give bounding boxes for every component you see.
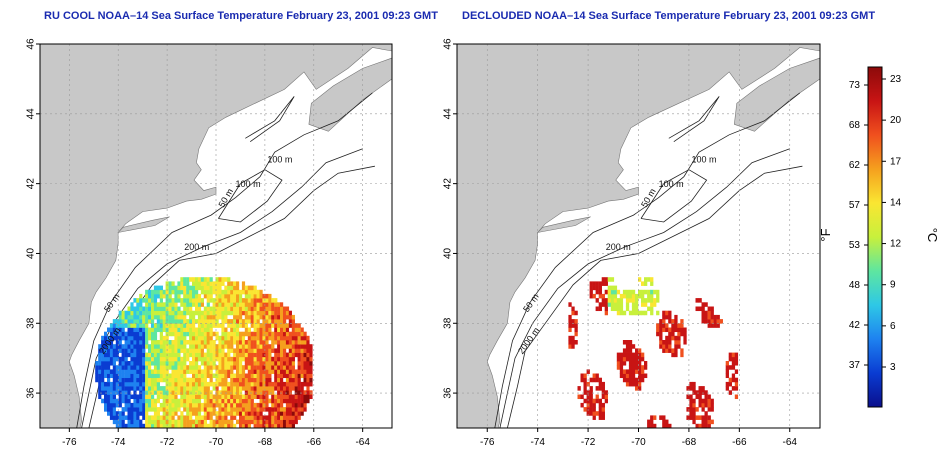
celsius-label: 17	[890, 156, 902, 167]
sst-swath	[95, 277, 313, 428]
depth-contour	[245, 96, 295, 143]
x-tick-label: -68	[258, 437, 273, 448]
x-tick-label: -70	[209, 437, 224, 448]
contour-label: 100 m	[691, 155, 716, 165]
depth-contour	[499, 148, 790, 428]
celsius-label: 6	[890, 321, 896, 332]
land-mass	[40, 44, 392, 428]
depth-contour	[494, 92, 801, 428]
celsius-label: 9	[890, 280, 896, 291]
contour-label: 200 m	[606, 242, 631, 252]
celsius-label: 23	[890, 74, 902, 85]
depth-contour	[81, 148, 363, 428]
y-tick-label: 46	[443, 38, 454, 50]
celsius-label: 3	[890, 362, 896, 373]
celsius-unit: °C	[925, 228, 940, 243]
fahrenheit-unit: °F	[818, 228, 833, 241]
right-panel-title: DECLOUDED NOAA–14 Sea Surface Temperatur…	[462, 10, 876, 22]
x-tick-label: -70	[631, 437, 646, 448]
contour-label: 50 m	[102, 292, 122, 314]
fahrenheit-label: 53	[849, 240, 861, 251]
depth-contour	[76, 92, 373, 428]
x-tick-label: -76	[480, 437, 495, 448]
fahrenheit-label: 68	[849, 120, 861, 131]
left-panel-title: RU COOL NOAA–14 Sea Surface Temperature …	[44, 10, 438, 22]
y-tick-label: 44	[26, 108, 37, 120]
x-tick-label: -74	[530, 437, 545, 448]
y-tick-label: 36	[26, 387, 37, 399]
nova-scotia	[733, 57, 820, 132]
fahrenheit-label: 48	[849, 280, 861, 291]
x-tick-label: -64	[783, 437, 798, 448]
y-tick-label: 42	[26, 178, 37, 190]
nova-scotia	[308, 57, 392, 132]
contour-label: 100 m	[659, 179, 684, 189]
y-tick-label: 44	[443, 108, 454, 120]
x-tick-label: -72	[160, 437, 175, 448]
celsius-label: 14	[890, 197, 902, 208]
sst-swath	[568, 277, 739, 428]
fahrenheit-label: 57	[849, 200, 861, 211]
x-tick-label: -64	[355, 437, 370, 448]
fahrenheit-label: 73	[849, 80, 861, 91]
temperature-colorbar: 73 68 62 57 53 48 42 37 23 20 17 14 12 9 6 3 °F °C	[818, 66, 940, 408]
contour-label: 200 m	[184, 242, 209, 252]
y-tick-label: 36	[443, 387, 454, 399]
y-tick-label: 38	[443, 317, 454, 329]
celsius-label: 12	[890, 239, 902, 250]
y-tick-label: 38	[26, 317, 37, 329]
colorbar-gradient	[867, 66, 883, 408]
fahrenheit-label: 37	[849, 360, 861, 371]
long-island	[117, 216, 170, 233]
contour-label: 50 m	[639, 187, 658, 209]
long-island	[536, 216, 591, 233]
contour-label: 50 m	[216, 187, 235, 209]
fahrenheit-label: 62	[849, 160, 861, 171]
x-tick-label: -66	[732, 437, 747, 448]
x-tick-label: -74	[111, 437, 126, 448]
celsius-label: 20	[890, 115, 902, 126]
y-tick-label: 40	[26, 247, 37, 259]
y-tick-label: 40	[443, 247, 454, 259]
x-tick-label: -76	[62, 437, 77, 448]
contour-label: 100 m	[267, 155, 292, 165]
x-tick-label: -66	[307, 437, 322, 448]
contour-label: 100 m	[236, 179, 261, 189]
depth-contour	[668, 96, 720, 143]
x-tick-label: -68	[682, 437, 697, 448]
fahrenheit-label: 42	[849, 320, 861, 331]
y-tick-label: 46	[26, 38, 37, 50]
x-tick-label: -72	[581, 437, 596, 448]
depth-contour	[507, 165, 803, 428]
land-mass	[457, 44, 820, 428]
y-tick-label: 42	[443, 178, 454, 190]
